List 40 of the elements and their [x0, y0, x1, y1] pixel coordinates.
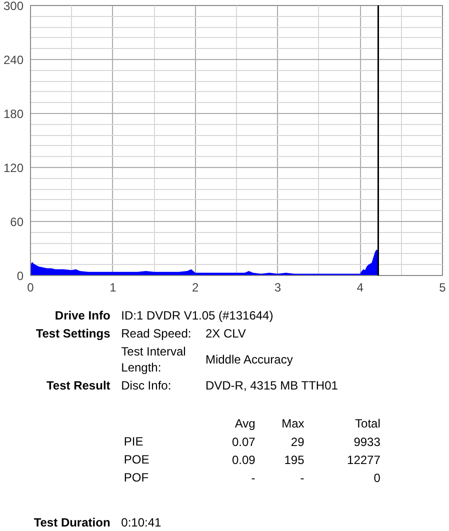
x-tick-label: 1: [110, 280, 117, 294]
text: 9933: [354, 435, 381, 449]
text: 12277: [347, 453, 381, 467]
y-tick-label: 60: [10, 215, 24, 229]
text: Max: [282, 416, 304, 430]
y-tick-label: 120: [3, 161, 24, 175]
text: ID:1 DVDR V1.05 (#131644): [121, 308, 274, 322]
text: Test Result: [46, 378, 110, 392]
x-tick-label: 0: [27, 280, 34, 294]
y-tick-label: 300: [3, 0, 24, 13]
text: DVD-R, 4315 MB TTH01: [205, 378, 338, 392]
y-tick-label: 180: [3, 107, 24, 121]
text: Disc Info:: [121, 378, 172, 392]
text: 0: [374, 471, 381, 485]
text: 2X CLV: [205, 326, 246, 340]
x-tick-label: 5: [439, 280, 446, 294]
text: Avg: [234, 416, 256, 430]
text: Drive Info: [54, 308, 110, 322]
text: POF: [124, 470, 149, 484]
y-tick-label: 240: [3, 53, 24, 67]
text: POE: [124, 452, 150, 466]
text: Length:: [121, 360, 162, 374]
text: Test Interval: [121, 344, 186, 358]
text: Test Settings: [36, 326, 111, 340]
text: Read Speed:: [121, 326, 192, 340]
text: Test Duration: [34, 516, 110, 530]
text: PIE: [124, 434, 144, 448]
x-tick-label: 4: [356, 280, 364, 294]
text: 0.09: [232, 453, 256, 467]
text: -: [251, 471, 256, 485]
x-tick-label: 3: [274, 280, 282, 294]
text: 195: [284, 453, 305, 467]
text: 29: [290, 435, 305, 449]
text: Total: [355, 416, 380, 430]
y-tick-label: 0: [16, 269, 24, 283]
text: 0:10:41: [121, 516, 162, 530]
text: 0.07: [232, 435, 256, 449]
text: Middle Accuracy: [205, 352, 293, 366]
text: -: [300, 471, 304, 485]
x-tick-label: 2: [192, 280, 199, 294]
